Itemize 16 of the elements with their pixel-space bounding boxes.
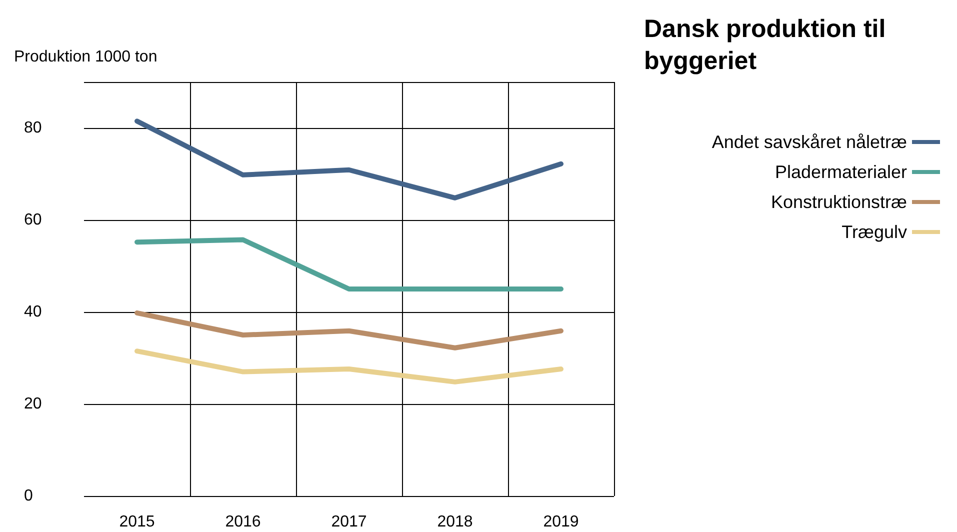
y-tick-label: 40	[24, 304, 42, 320]
y-tick-label: 0	[24, 488, 33, 504]
legend-label: Konstruktionstræ	[770, 192, 907, 212]
x-tick-label: 2019	[543, 514, 579, 530]
y-tick-label: 20	[24, 396, 42, 412]
text: Dansk produktion til byggeriet	[644, 15, 893, 75]
x-tick-label: 2016	[225, 514, 261, 530]
legend-label: Pladermaterialer	[774, 162, 907, 182]
y-tick-label: 60	[24, 212, 42, 228]
legend-label: Trægulv	[842, 222, 907, 242]
x-tick-label: 2018	[437, 514, 473, 530]
x-tick-label: 2017	[331, 514, 367, 530]
legend-label: Andet savskåret nåletræ	[712, 132, 907, 152]
y-axis-title: Produktion 1000 ton	[14, 48, 158, 66]
y-tick-label: 80	[24, 120, 42, 136]
x-tick-label: 2015	[119, 514, 155, 530]
